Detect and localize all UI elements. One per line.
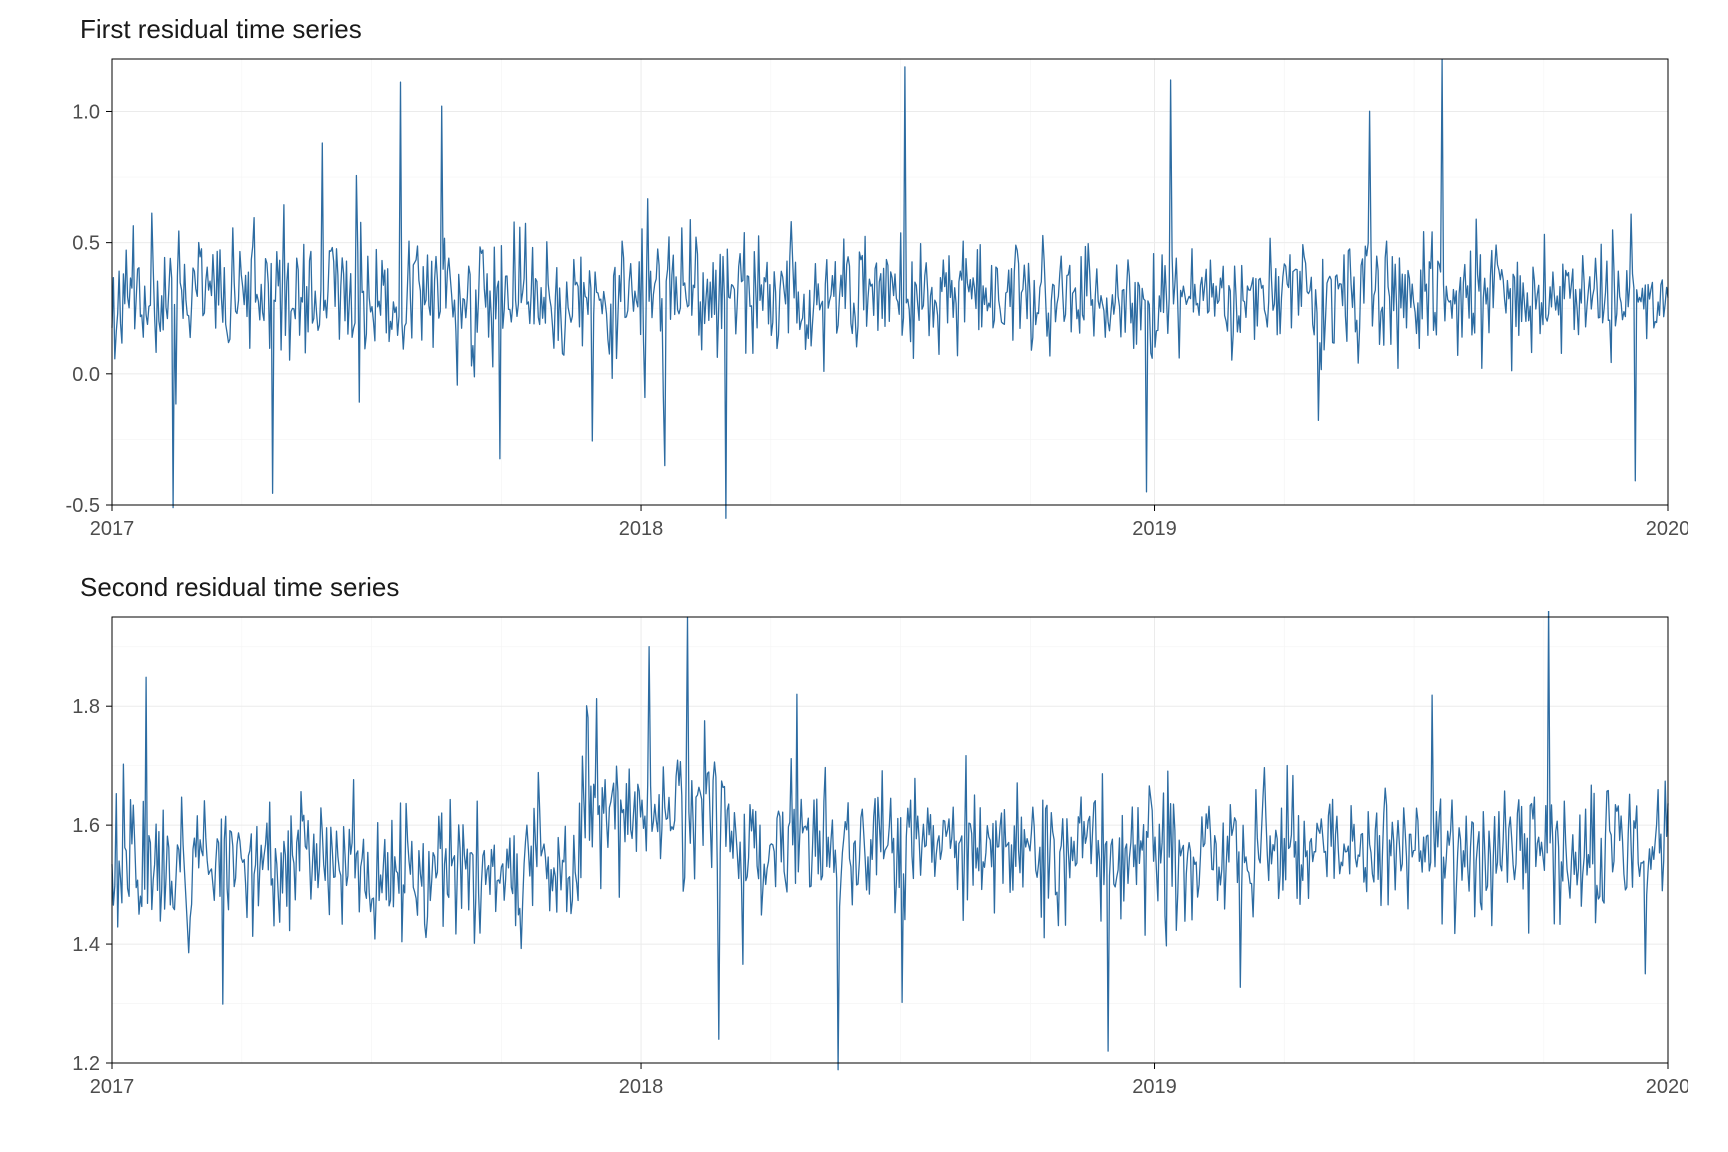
x-tick-label: 2019 <box>1132 1076 1177 1098</box>
x-tick-label: 2018 <box>619 518 664 540</box>
panel-1-title: First residual time series <box>40 0 1688 53</box>
x-tick-label: 2018 <box>619 1076 664 1098</box>
x-tick-label: 2020 <box>1646 1076 1688 1098</box>
panel-1: First residual time series 2017201820192… <box>40 0 1688 558</box>
x-tick-label: 2017 <box>90 518 135 540</box>
y-tick-label: 0.5 <box>72 233 100 255</box>
chart-page: First residual time series 2017201820192… <box>0 0 1728 1152</box>
y-tick-label: 1.8 <box>72 696 100 718</box>
panel-1-svg: 2017 2018 2019 2020 -0.5 0.0 0.5 1.0 <box>40 53 1688 553</box>
y-tick-label: 1.0 <box>72 101 100 123</box>
y-tick-label: 1.6 <box>72 815 100 837</box>
panel-2: Second residual time series 2017 2018 2019… <box>40 558 1688 1116</box>
x-tick-label: 2017 <box>90 1076 135 1098</box>
y-tick-label: -0.5 <box>66 495 100 517</box>
y-tick-label: 0.0 <box>72 364 100 386</box>
y-tick-label: 1.2 <box>72 1053 100 1075</box>
panel-2-title: Second residual time series <box>40 558 1688 611</box>
panel-2-svg: 2017 2018 2019 2020 1.2 1.4 1.6 1.8 <box>40 611 1688 1111</box>
x-tick-label: 2019 <box>1132 518 1177 540</box>
y-tick-label: 1.4 <box>72 934 100 956</box>
x-tick-label: 2020 <box>1646 518 1688 540</box>
